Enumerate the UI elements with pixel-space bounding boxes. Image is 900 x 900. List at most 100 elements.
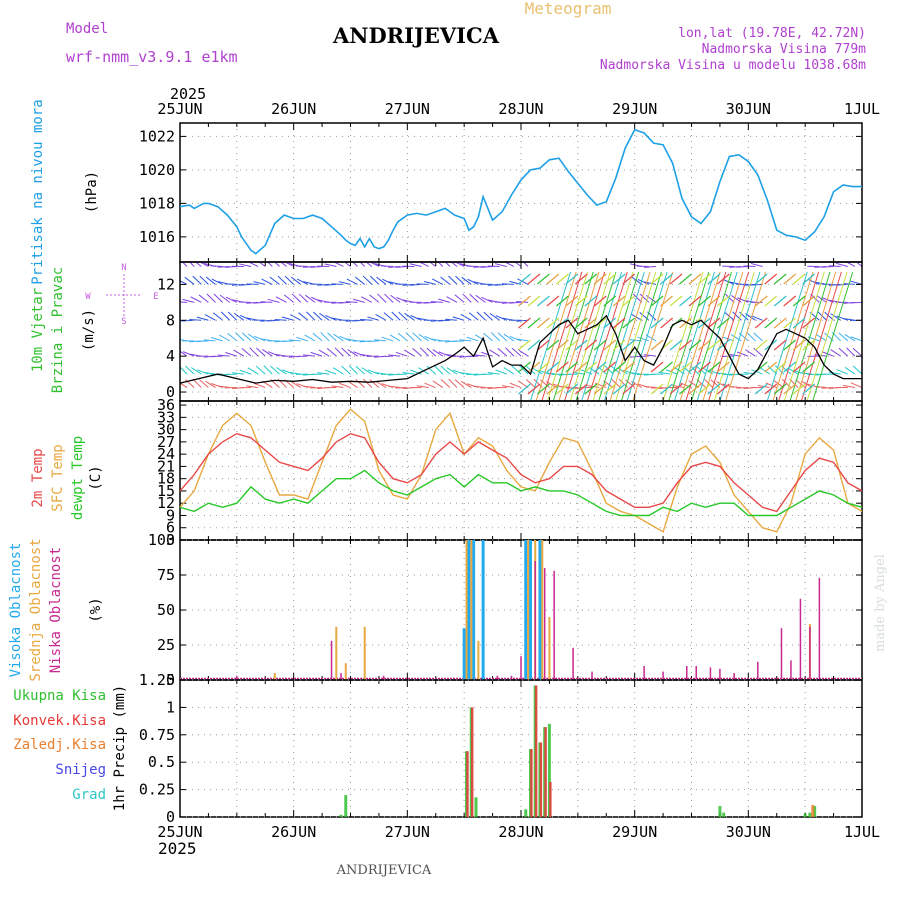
wind-barb: [260, 301, 273, 303]
gust-barb: [773, 383, 787, 395]
gust-streak: [626, 271, 668, 401]
wind-barb: [275, 296, 287, 303]
wind-barb: [346, 278, 358, 285]
high-cloud-bar: [524, 540, 528, 680]
wind-barb: [736, 351, 749, 357]
station-title: ANDRIJEVICA: [332, 23, 500, 48]
gust-barb: [679, 361, 692, 373]
gust-barb: [650, 383, 664, 395]
low-cloud-bar: [733, 673, 735, 680]
wind-barb: [310, 351, 323, 357]
coordinates: lon,lat (19.78E, 42.72N): [678, 26, 866, 41]
gust-streak: [662, 271, 704, 401]
bottom-date-label: 28JUN: [498, 823, 543, 841]
wind-barb: [489, 349, 500, 357]
wind-barb: [644, 354, 657, 357]
low-cloud-bar: [809, 626, 811, 680]
wind-barb: [588, 367, 600, 375]
wind-barb: [182, 298, 195, 303]
gust-barb: [754, 383, 768, 395]
wind-barb: [460, 313, 472, 321]
wind-barb: [440, 276, 451, 285]
gust-barb: [717, 361, 730, 373]
bottom-date-label: 25JUN: [157, 823, 202, 841]
wind-barb: [196, 316, 209, 321]
wind-barb: [461, 276, 472, 285]
gust-barb: [555, 295, 569, 307]
wind-barb: [412, 332, 422, 342]
wind-barb: [419, 347, 429, 357]
wind-barb: [212, 312, 223, 321]
wind-barb: [184, 276, 195, 285]
product-title: Meteogram: [525, 0, 612, 18]
wind-barb: [487, 371, 500, 375]
wind-barb: [331, 385, 344, 389]
wind-barb: [431, 278, 444, 285]
wind-barb: [302, 265, 316, 268]
wind-barb: [375, 314, 387, 321]
temp-unit-label: (C): [88, 465, 104, 490]
gust-barb: [622, 273, 636, 285]
wind-barb: [852, 347, 862, 357]
wind-barb: [594, 382, 607, 389]
wind-barb: [814, 353, 827, 357]
gust-barb: [792, 339, 806, 351]
gust-barb: [612, 361, 626, 373]
wind-barb: [367, 316, 380, 321]
y-tick-label: 75: [157, 566, 175, 584]
wind-barb: [304, 334, 316, 342]
wind-barb: [196, 340, 209, 343]
bottom-date-label: 27JUN: [385, 823, 430, 841]
wind-barb: [235, 332, 245, 342]
wind-barb: [352, 319, 365, 322]
wind-barb: [455, 275, 465, 285]
wind-barb: [821, 265, 834, 268]
gust-barb: [698, 361, 711, 373]
gust-barb: [669, 295, 683, 307]
wind-barb: [526, 379, 536, 388]
wind-barb: [361, 367, 373, 375]
wind-barb: [327, 332, 337, 342]
wind-barb: [495, 369, 507, 375]
gust-barb: [754, 273, 768, 285]
low-cloud-bar: [510, 675, 513, 680]
wind-barb: [198, 262, 209, 267]
wind-barb: [821, 387, 834, 389]
gust-barb: [574, 361, 588, 373]
wind-barb: [775, 365, 785, 375]
wind-barb: [253, 281, 266, 285]
wind-barb: [180, 350, 188, 357]
dewpoint-line: [179, 469, 863, 517]
wind-barb: [509, 382, 522, 389]
wind-barb: [353, 351, 365, 357]
precip-legend-item: Grad: [72, 787, 106, 803]
wind-barb: [331, 283, 344, 285]
wind-barb: [828, 265, 841, 267]
y-tick-label: 1022: [139, 127, 175, 145]
temp-2m-line: [179, 432, 863, 513]
y-tick-label: 36: [157, 396, 175, 414]
wind-barb: [454, 379, 465, 388]
gust-barb: [707, 317, 721, 329]
gust-barb: [783, 361, 797, 373]
high-cloud-bar: [481, 540, 485, 680]
wind-barb: [843, 384, 855, 389]
wind-barb: [389, 334, 401, 342]
gust-barb: [546, 273, 560, 285]
wind-barb: [317, 283, 330, 286]
gust-barb: [688, 273, 702, 285]
wind-barb: [231, 372, 244, 375]
gust-barb: [565, 383, 579, 395]
wind-barb: [210, 265, 223, 267]
wind-barb: [473, 265, 486, 268]
y-tick-label: 1018: [139, 194, 175, 212]
wind-barb: [267, 319, 280, 322]
wind-barb: [625, 379, 635, 388]
wind-barb: [267, 298, 280, 303]
wind-barb: [383, 312, 394, 321]
y-tick-label: 1.25: [139, 671, 175, 689]
y-tick-label: 4: [166, 347, 175, 365]
wind-barb: [481, 351, 493, 357]
wind-barb: [495, 315, 507, 321]
gust-streak: [575, 271, 617, 401]
